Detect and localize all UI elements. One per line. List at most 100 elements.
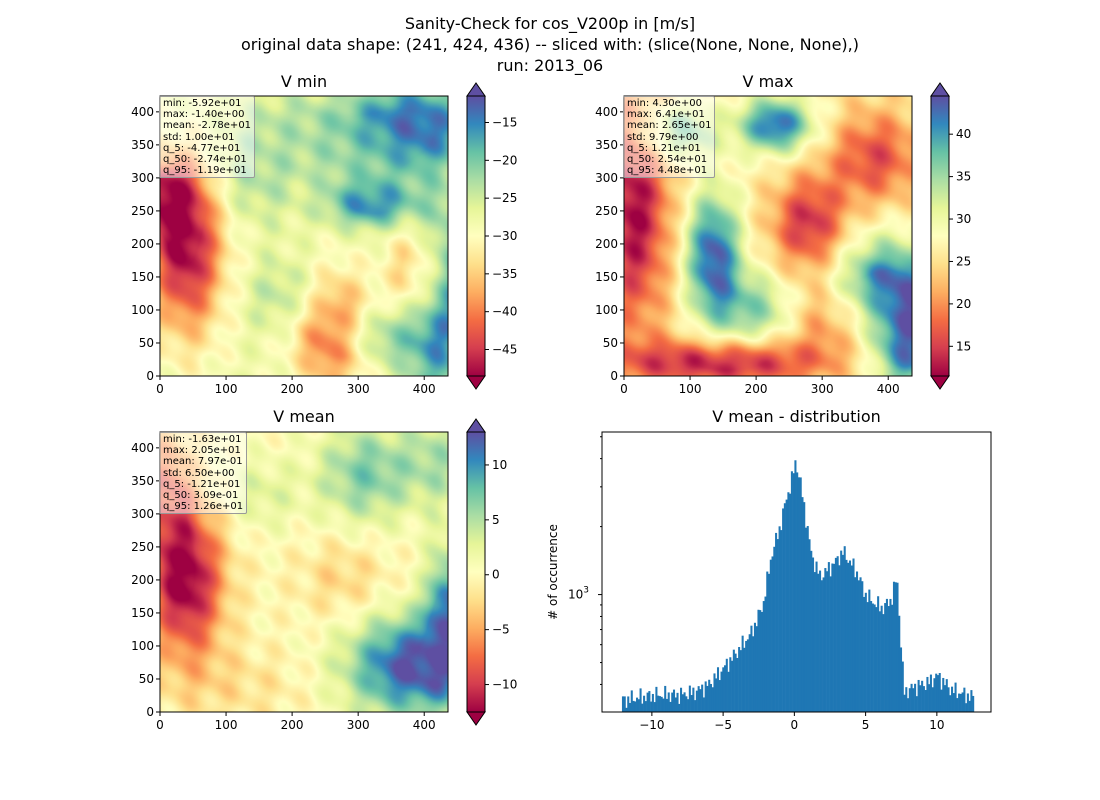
figure-suptitle: Sanity-Check for cos_V200p in [m/s] orig… xyxy=(0,13,1100,76)
histogram-bar xyxy=(870,601,873,712)
histogram-bar xyxy=(685,696,688,712)
histogram-bar xyxy=(852,558,855,712)
histogram-bar xyxy=(940,689,943,712)
histogram-bar xyxy=(732,649,735,712)
histogram-bar xyxy=(926,676,929,712)
histogram-bar xyxy=(643,695,646,712)
histogram-bar xyxy=(804,527,808,712)
histogram-bar xyxy=(924,690,927,712)
suptitle-line-2: original data shape: (241, 424, 436) -- … xyxy=(241,35,859,54)
histogram-bar xyxy=(963,687,966,712)
colorbar-frame xyxy=(466,95,486,377)
histogram-bar xyxy=(746,639,749,712)
histogram-bar xyxy=(868,589,871,712)
histogram-bar xyxy=(699,689,702,712)
histogram-bar xyxy=(945,679,948,712)
histogram-bar xyxy=(674,697,677,712)
colorbar-tick-label: −35 xyxy=(492,267,517,281)
stat-q5: q_5: -4.77e+01 xyxy=(163,142,241,154)
histogram-bar xyxy=(863,596,866,712)
stat-std: std: 1.00e+01 xyxy=(163,131,235,143)
stat-std: std: 6.50e+00 xyxy=(163,467,235,479)
histogram-bar xyxy=(822,577,825,712)
histogram-bar xyxy=(951,686,954,712)
histogram-bar xyxy=(766,571,769,712)
colorbar-tick-label: −45 xyxy=(492,343,517,357)
histogram-bar xyxy=(972,695,975,712)
colorbar-tick-label: −10 xyxy=(492,678,517,692)
y-tick-label: 350 xyxy=(131,474,154,488)
histogram-bar xyxy=(899,647,903,712)
histogram-bar xyxy=(757,609,760,712)
histogram-bar xyxy=(845,559,848,712)
suptitle-line-1: Sanity-Check for cos_V200p in [m/s] xyxy=(404,14,696,33)
colorbar-tick-label: 15 xyxy=(956,339,971,353)
colorbar-frame xyxy=(466,431,486,713)
histogram-bar xyxy=(651,693,654,712)
histogram-bar xyxy=(734,653,737,712)
x-tick-label: 100 xyxy=(679,382,702,396)
histogram-bar xyxy=(801,497,804,712)
histogram-bar xyxy=(943,685,947,712)
colorbar-body xyxy=(931,96,949,376)
y-tick-label: 150 xyxy=(131,606,154,620)
x-tick-label: 200 xyxy=(281,718,304,732)
histogram-bar xyxy=(627,696,630,712)
histogram-bar xyxy=(688,685,691,712)
histogram-bar xyxy=(949,695,952,712)
histogram-bar xyxy=(637,699,640,712)
histogram-bar xyxy=(692,687,695,712)
histogram-bar xyxy=(711,687,714,712)
histogram-bar xyxy=(901,661,904,712)
y-tick-label: 300 xyxy=(131,171,154,185)
histogram-bar xyxy=(826,571,829,712)
histogram-bar xyxy=(760,611,764,712)
y-tick-label: 100 xyxy=(131,303,154,317)
histogram-bar xyxy=(694,700,697,712)
y-tick-label: 400 xyxy=(131,105,154,119)
histogram-bar xyxy=(848,560,852,712)
x-tick-label: 0 xyxy=(156,382,164,396)
histogram-bar xyxy=(970,690,973,712)
histogram-bar xyxy=(891,604,894,712)
histogram-bar xyxy=(887,606,890,712)
histogram-bar xyxy=(715,678,718,712)
histogram-bar xyxy=(794,460,797,712)
histogram-bar xyxy=(646,692,649,712)
histogram-bar xyxy=(708,679,711,712)
colorbar-tick-label: −40 xyxy=(492,305,517,319)
histogram-bar xyxy=(894,582,897,712)
stat-mean: mean: -2.78e+01 xyxy=(163,120,252,132)
histogram-bar xyxy=(843,546,846,712)
stat-q50: q_50: 3.09e-01 xyxy=(163,490,239,502)
stat-max: max: 6.41e+01 xyxy=(627,109,705,121)
histogram-bar xyxy=(706,685,709,712)
histogram-bar xyxy=(954,682,957,712)
y-tick-label: 400 xyxy=(131,441,154,455)
y-tick-label: 50 xyxy=(603,336,618,350)
histogram-bar xyxy=(687,699,690,712)
histogram-bar xyxy=(632,700,635,712)
histogram-bar xyxy=(847,562,850,712)
histogram-bar xyxy=(667,692,670,712)
histogram-bar xyxy=(907,698,910,712)
stat-max: max: -1.40e+00 xyxy=(163,109,245,121)
histogram-bar xyxy=(655,686,658,712)
histogram-bar xyxy=(857,580,860,712)
histogram-bar xyxy=(713,673,716,712)
histogram-bar xyxy=(752,636,755,712)
histogram-bar xyxy=(792,473,795,712)
colorbar-extend-min xyxy=(466,375,486,390)
histogram-bar xyxy=(628,702,632,712)
histogram-bar xyxy=(966,693,969,712)
y-tick-label: 100 xyxy=(595,303,618,317)
y-tick-label: 0 xyxy=(146,705,154,719)
histogram-bar xyxy=(928,684,931,712)
histogram-bar xyxy=(965,703,968,712)
histogram-bar xyxy=(736,657,739,712)
y-tick-label: 150 xyxy=(131,270,154,284)
histogram-bar xyxy=(931,687,934,712)
histogram-bar xyxy=(880,605,883,712)
histogram-bar xyxy=(636,697,639,712)
histogram-bar xyxy=(956,698,959,712)
